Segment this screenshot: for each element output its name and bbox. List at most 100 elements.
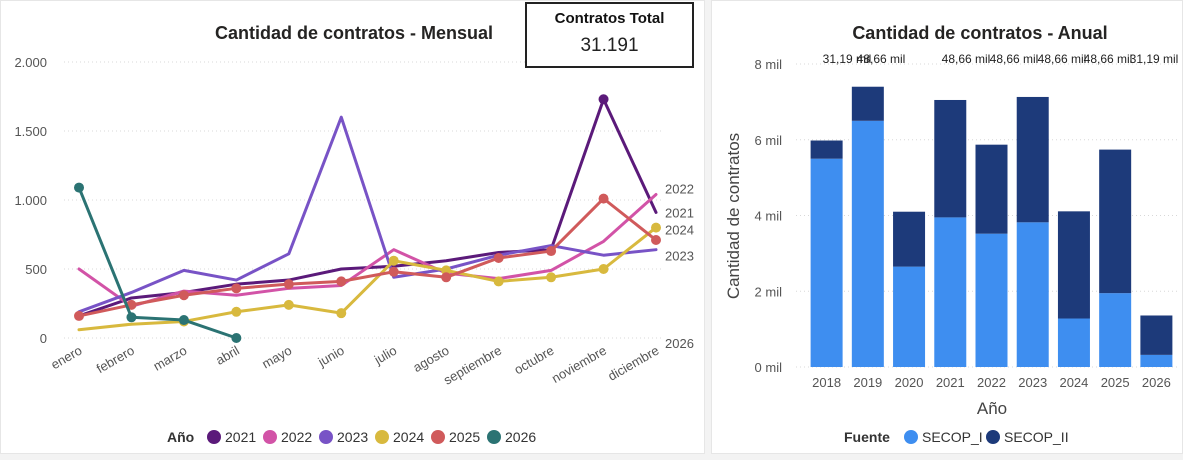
legend-swatch-2024 — [375, 430, 389, 444]
bar-segment-SECOP_I — [975, 233, 1008, 367]
series-line-2021 — [77, 97, 658, 318]
data-point-2026 — [126, 312, 137, 323]
data-point-2025 — [178, 290, 189, 301]
data-point-2024 — [336, 308, 347, 319]
bar-segment-SECOP_I — [1057, 318, 1090, 367]
end-label-2026: 2026 — [665, 336, 694, 351]
legend-item-label: 2021 — [225, 429, 256, 445]
data-label: 31,19 mil — [823, 52, 872, 66]
y-tick-label: 2.000 — [14, 55, 47, 70]
bar-segment-SECOP_I — [810, 158, 843, 367]
x-tick-label: 2018 — [812, 375, 841, 390]
data-point-2024 — [388, 255, 399, 266]
bar-segment-SECOP_I — [1099, 293, 1132, 367]
legend-item-label: 2025 — [449, 429, 480, 445]
legend-swatch-2026 — [487, 430, 501, 444]
data-point-2025 — [336, 276, 347, 287]
y-tick-label: 6 mil — [755, 133, 783, 148]
x-tick-label: noviembre — [549, 343, 609, 386]
bar-segment-SECOP_I — [1016, 222, 1049, 367]
y-axis-title: Cantidad de contratos — [724, 133, 743, 299]
legend-swatch-2021 — [207, 430, 221, 444]
annual-bar-chart: Cantidad de contratos - Anual 0 mil 2 mil 4… — [724, 23, 1179, 445]
data-point-2025 — [74, 310, 84, 321]
x-tick-label: junio — [315, 343, 347, 370]
kpi-value: 31.191 — [580, 35, 639, 56]
bar-segment-SECOP_II — [1016, 96, 1049, 223]
series-line-2023 — [77, 115, 658, 314]
bar-segment-SECOP_II — [1099, 149, 1132, 294]
bar-segment-SECOP_II — [851, 86, 884, 121]
bar-segment-SECOP_II — [975, 144, 1008, 234]
data-point-2026 — [231, 333, 242, 343]
kpi-title: Contratos Total — [554, 10, 665, 27]
bar-segment-SECOP_I — [934, 217, 967, 367]
x-tick-label: diciembre — [605, 343, 661, 384]
data-point-2025 — [388, 266, 399, 277]
end-label-2024: 2024 — [665, 223, 694, 238]
chart-title-monthly: Cantidad de contratos - Mensual — [215, 23, 493, 43]
x-tick-label: 2022 — [977, 375, 1006, 390]
data-point-2025 — [598, 193, 609, 204]
x-tick-label: 2019 — [853, 375, 882, 390]
legend-swatch-SECOP_II — [986, 430, 1000, 444]
x-tick-label: 2025 — [1101, 375, 1130, 390]
end-label-2021: 2021 — [665, 205, 694, 220]
y-tick-label: 1.500 — [14, 124, 47, 139]
data-point-2024 — [283, 299, 294, 310]
bar-segment-SECOP_I — [893, 266, 926, 367]
data-point-2021 — [598, 94, 609, 105]
x-tick-label: febrero — [94, 343, 137, 377]
data-label: 48,66 mil — [1038, 52, 1087, 66]
annual-chart-panel: Cantidad de contratos - Anual 0 mil 2 mil 4… — [711, 0, 1183, 454]
series-line-2022 — [77, 192, 658, 308]
x-axis-title: Año — [977, 399, 1007, 418]
x-tick-label: 2021 — [936, 375, 965, 390]
x-tick-label: 2023 — [1018, 375, 1047, 390]
y-tick-label: 4 mil — [755, 209, 783, 224]
x-tick-label: abril — [213, 343, 242, 368]
x-tick-label: enero — [48, 343, 84, 373]
data-point-2025 — [546, 246, 557, 257]
bar-segment-SECOP_II — [934, 99, 967, 218]
x-tick-label: 2026 — [1142, 375, 1171, 390]
series-line-2024 — [77, 226, 658, 332]
data-point-2025 — [651, 235, 661, 246]
data-point-2025 — [231, 283, 242, 294]
data-point-2025 — [441, 272, 452, 283]
y-tick-label: 8 mil — [755, 57, 783, 72]
data-point-2024 — [441, 265, 452, 276]
bar-segment-SECOP_I — [1140, 354, 1173, 367]
data-point-2024 — [598, 264, 609, 274]
data-point-2026 — [74, 182, 84, 193]
data-point-2024 — [493, 276, 504, 287]
bar-segment-SECOP_II — [810, 140, 843, 159]
series-line-2025 — [77, 197, 658, 318]
legend-item-label: 2026 — [505, 429, 536, 445]
y-tick-label: 0 — [40, 331, 47, 346]
data-label: 48,66 mil — [1084, 52, 1133, 66]
x-tick-label: septiembre — [441, 343, 504, 388]
end-label-2022: 2022 — [665, 181, 694, 196]
x-tick-label: julio — [371, 343, 399, 368]
monthly-chart-panel: Cantidad de contratos - Mensual 0 500 1.000… — [0, 0, 705, 454]
data-label: 48,66 mil — [990, 52, 1039, 66]
data-point-2024 — [231, 306, 242, 317]
bar-segment-SECOP_I — [851, 120, 884, 367]
legend-item-label: 2023 — [337, 429, 368, 445]
bar-segment-SECOP_II — [1057, 211, 1090, 319]
legend-swatch-2023 — [319, 430, 333, 444]
kpi-card-total: Contratos Total 31.191 — [525, 2, 694, 68]
x-tick-label: agosto — [410, 343, 451, 376]
x-tick-label: marzo — [151, 343, 190, 374]
data-label: 31,19 mil — [1130, 52, 1179, 66]
legend-title: Fuente — [844, 429, 890, 445]
x-tick-label: 2020 — [895, 375, 924, 390]
data-point-2024 — [546, 272, 557, 283]
data-point-2026 — [178, 315, 189, 326]
data-point-2024 — [651, 222, 661, 233]
legend-swatch-2025 — [431, 430, 445, 444]
legend-item-label: 2024 — [393, 429, 424, 445]
legend-swatch-SECOP_I — [904, 430, 918, 444]
chart-title-annual: Cantidad de contratos - Anual — [852, 23, 1107, 43]
